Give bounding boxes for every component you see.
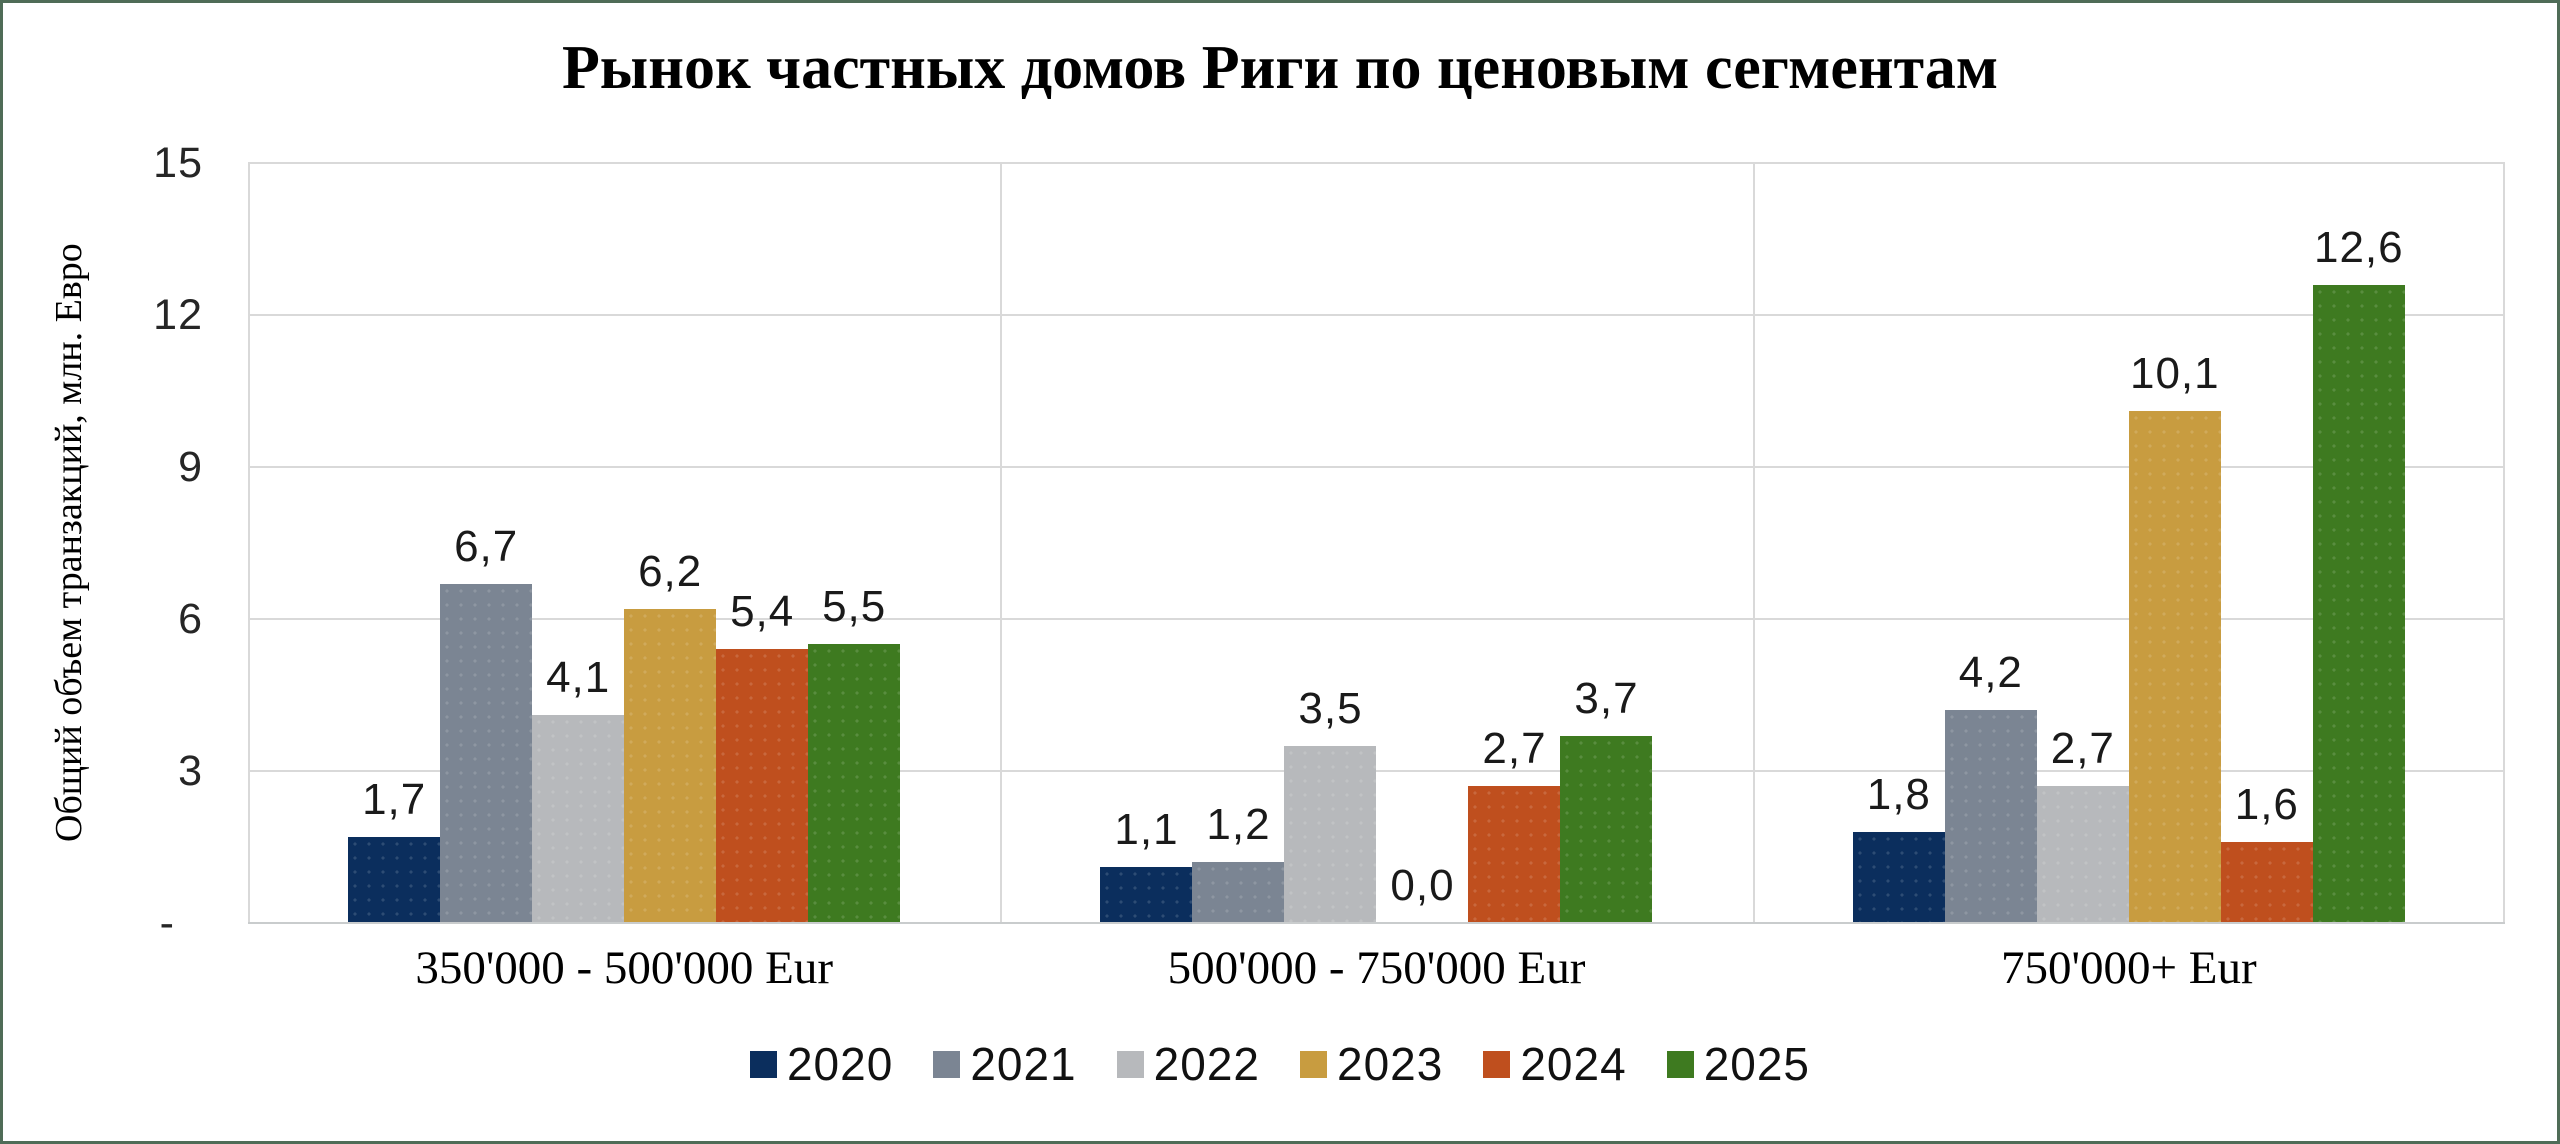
- gridline-y-15: [248, 162, 2505, 164]
- bar-2021: [1192, 862, 1285, 923]
- plot-left-spine: [248, 163, 250, 923]
- bar-2024: [2220, 841, 2313, 923]
- category-label: 750'000+ Eur: [2001, 942, 2257, 994]
- bar-data-label: 5,5: [822, 582, 887, 632]
- bar-slot-2024: 1,6: [2220, 163, 2313, 923]
- legend-swatch-2024: [1483, 1050, 1511, 1078]
- bar-slot-2020: 1,1: [1100, 163, 1193, 923]
- bar-2022: [532, 715, 625, 923]
- legend-swatch-2025: [1666, 1050, 1694, 1078]
- gridline-y-6: [248, 618, 2505, 620]
- legend-label-2022: 2022: [1153, 1038, 1260, 1090]
- bar-slot-2022: 2,7: [2036, 163, 2129, 923]
- bar-data-label: 12,6: [2313, 222, 2404, 272]
- legend-label-2020: 2020: [786, 1038, 894, 1090]
- y-axis-title: Общий объем транзакций, млн. Евро: [48, 243, 90, 843]
- legend-swatch-2022: [1116, 1050, 1144, 1078]
- legend-swatch-2020: [749, 1050, 777, 1078]
- gridline-y-9: [248, 466, 2505, 468]
- bar-data-label: 1,6: [2234, 779, 2299, 829]
- bar-slot-2022: 4,1: [532, 163, 625, 923]
- bar-slot-2023: 0,0: [1376, 163, 1468, 923]
- bar-data-label: 6,7: [454, 521, 519, 571]
- bar-2025: [2312, 284, 2405, 923]
- bar-slot-2023: 10,1: [2128, 163, 2221, 923]
- legend-item-2023: 2023: [1300, 1037, 1443, 1091]
- plot-right-spine: [2503, 163, 2505, 923]
- bar-slot-2020: 1,8: [1852, 163, 1945, 923]
- bar-slot-2024: 2,7: [1468, 163, 1561, 923]
- bar-slot-2020: 1,7: [348, 163, 441, 923]
- bar-data-label: 4,1: [546, 653, 611, 703]
- bar-data-label: 0,0: [1390, 861, 1455, 910]
- y-tick-label-3: 3: [178, 747, 203, 795]
- gridline-y-3: [248, 770, 2505, 772]
- bar-slot-2021: 4,2: [1944, 163, 2037, 923]
- legend-label-2025: 2025: [1703, 1038, 1811, 1090]
- bar-data-label: 6,2: [638, 546, 703, 596]
- category-panel: 1,7 6,7 4,1 6,2 5,4 5,5: [248, 163, 1000, 923]
- bar-data-label: 5,4: [730, 587, 795, 637]
- plot-area: 1,7 6,7 4,1 6,2 5,4 5,5 1,1 1,2 3,5 0,0 2,7 3,7 1,8 4…: [248, 162, 2505, 924]
- bar-data-label: 3,5: [1298, 683, 1363, 733]
- legend-item-2025: 2025: [1666, 1037, 1811, 1091]
- bar-2022: [2036, 786, 2129, 923]
- bar-2022: [1284, 745, 1377, 923]
- legend-item-2020: 2020: [749, 1037, 894, 1091]
- y-tick-label-12: 12: [153, 291, 203, 339]
- bar-data-label: 1,7: [362, 774, 427, 824]
- bar-2023: [2128, 411, 2221, 923]
- legend-label-2023: 2023: [1337, 1038, 1444, 1090]
- category-label: 350'000 - 500'000 Eur: [415, 942, 834, 994]
- bar-2025: [1560, 735, 1653, 923]
- bar-data-label: 3,7: [1574, 673, 1639, 723]
- legend-item-2024: 2024: [1483, 1037, 1626, 1091]
- category-label: 500'000 - 750'000 Eur: [1167, 942, 1586, 994]
- bar-2024: [1468, 786, 1561, 923]
- bar-slot-2024: 5,4: [716, 163, 809, 923]
- bar-data-label: 1,2: [1206, 800, 1271, 850]
- bar-data-label: 1,8: [1866, 769, 1931, 819]
- bar-data-label: 4,2: [1958, 648, 2023, 698]
- bar-2020: [1852, 831, 1945, 923]
- bar-2024: [716, 649, 809, 923]
- bar-2021: [440, 583, 533, 923]
- bar-data-label: 2,7: [1482, 724, 1547, 774]
- legend-label-2024: 2024: [1520, 1038, 1627, 1090]
- legend-item-2021: 2021: [933, 1037, 1076, 1091]
- y-tick-label-9: 9: [178, 443, 203, 491]
- bar-slot-2025: 5,5: [808, 163, 901, 923]
- bar-slot-2023: 6,2: [624, 163, 717, 923]
- bar-2025: [808, 644, 901, 923]
- bar-data-label: 1,1: [1114, 805, 1179, 855]
- legend-label-2021: 2021: [970, 1038, 1077, 1090]
- category-panel: 1,1 1,2 3,5 0,0 2,7 3,7: [1000, 163, 1752, 923]
- y-tick-label-0: -: [159, 899, 175, 947]
- category-panel: 1,8 4,2 2,7 10,1 1,6 12,6: [1753, 163, 2505, 923]
- legend: 2020 2021 2022 2023 2024 2025: [3, 1037, 2557, 1091]
- bar-slot-2025: 3,7: [1560, 163, 1653, 923]
- bar-slot-2022: 3,5: [1284, 163, 1377, 923]
- bar-2021: [1944, 710, 2037, 923]
- panel-separator: [1000, 163, 1002, 923]
- bar-slot-2021: 1,2: [1192, 163, 1285, 923]
- panel-separator: [1753, 163, 1755, 923]
- legend-swatch-2021: [933, 1050, 961, 1078]
- x-axis-line: [248, 922, 2505, 924]
- legend-swatch-2023: [1300, 1050, 1327, 1078]
- bar-data-label: 10,1: [2129, 349, 2220, 399]
- legend-item-2022: 2022: [1116, 1037, 1260, 1091]
- bar-2023: [624, 608, 717, 923]
- bar-slot-2021: 6,7: [440, 163, 533, 923]
- chart-title: Рынок частных домов Риги по ценовым сегм…: [561, 34, 1999, 102]
- gridline-y-12: [248, 314, 2505, 316]
- bar-data-label: 2,7: [2050, 724, 2115, 774]
- y-tick-label-15: 15: [153, 139, 203, 187]
- bar-2020: [348, 836, 441, 923]
- bar-slot-2025: 12,6: [2312, 163, 2405, 923]
- bar-2020: [1100, 867, 1193, 923]
- y-tick-label-6: 6: [178, 595, 203, 643]
